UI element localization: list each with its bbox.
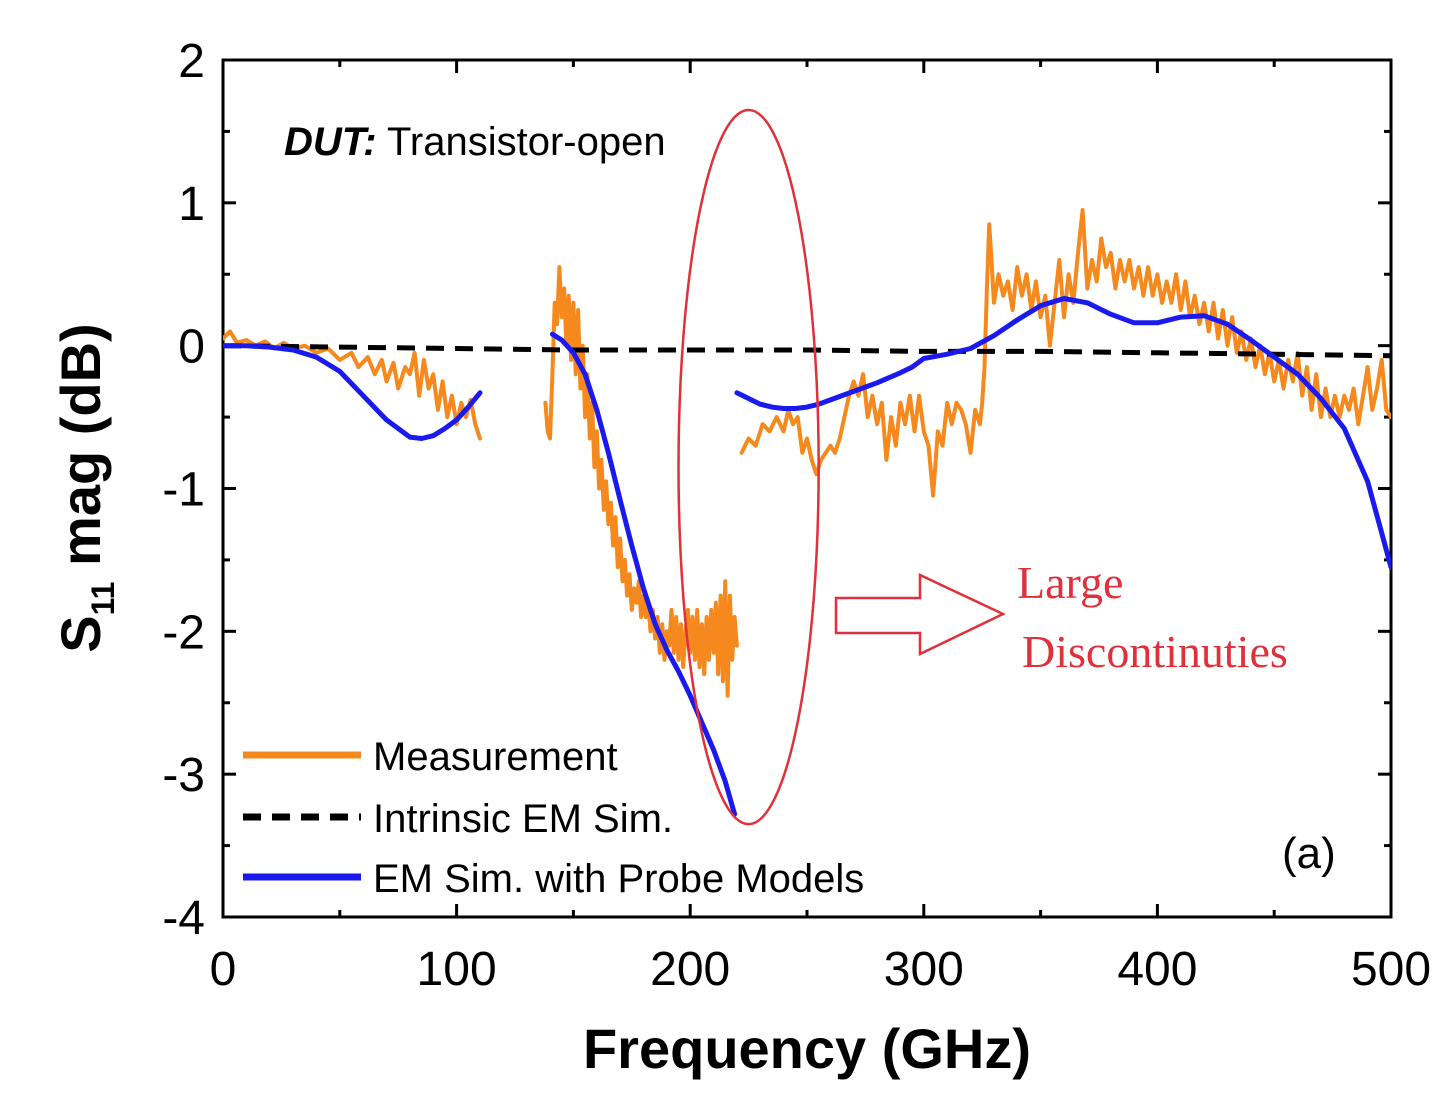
y-axis-title-rest: mag (dB) [49, 323, 112, 581]
y-tick-label: -4 [162, 892, 205, 945]
x-axis-title: Frequency (GHz) [583, 1017, 1031, 1080]
x-tick-label: 0 [210, 943, 237, 996]
dut-prefix: DUT: [284, 120, 377, 164]
legend-label-probe: EM Sim. with Probe Models [373, 857, 864, 901]
y-tick-label: 2 [178, 35, 205, 88]
series-line-2-seg-1 [549, 331, 738, 817]
x-tick-label: 300 [884, 943, 964, 996]
annotation-arrow [834, 573, 1006, 656]
y-axis-title-main: S [49, 615, 112, 652]
x-tick-label: 400 [1117, 943, 1197, 996]
x-tick-label: 500 [1351, 943, 1431, 996]
series-line-0-seg-2 [739, 208, 1391, 498]
plot-frame [221, 58, 1393, 919]
series-line-1-seg-0 [223, 343, 1391, 359]
annotation-line2: Discontinuties [1022, 626, 1288, 677]
y-tick-label: 0 [178, 321, 205, 374]
legend: Measurement Intrinsic EM Sim. EM Sim. wi… [243, 735, 864, 901]
y-axis-title: S11 mag (dB) [49, 323, 121, 652]
dut-label: DUT: Transistor-open [284, 120, 666, 164]
y-axis-title-sub: 11 [85, 582, 121, 616]
annotation-line1: Large [1017, 557, 1123, 608]
discontinuity-ellipse [677, 108, 820, 826]
series-line-2-seg-2 [734, 296, 1391, 570]
x-tick-label: 100 [417, 943, 497, 996]
legend-label-intrinsic: Intrinsic EM Sim. [373, 797, 673, 841]
series-layer [223, 208, 1391, 817]
series-line-2-seg-0 [223, 343, 483, 441]
y-tick-label: -2 [162, 606, 205, 659]
y-tick-label: -3 [162, 749, 205, 802]
x-tick-label: 200 [650, 943, 730, 996]
y-tick-label: 1 [178, 178, 205, 231]
dut-value: Transistor-open [377, 120, 666, 164]
panel-label: (a) [1282, 829, 1336, 878]
axis-ticks: 0 100 200 300 400 500 2 1 0 -1 -2 -3 -4 [162, 35, 1431, 996]
annotation: Large Discontinuties [677, 108, 1288, 826]
series-line-0-seg-1 [543, 265, 739, 698]
y-tick-label: -1 [162, 464, 205, 517]
legend-label-measurement: Measurement [373, 735, 618, 779]
